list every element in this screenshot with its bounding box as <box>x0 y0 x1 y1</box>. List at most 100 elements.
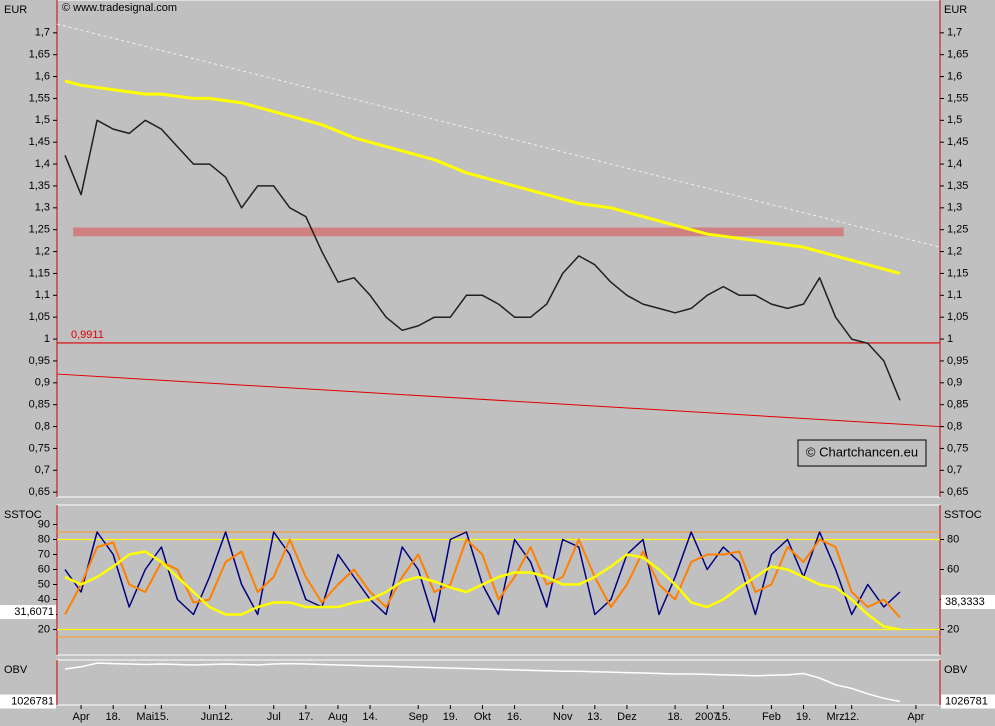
series-line <box>64 79 901 275</box>
y-tick-label: 40 <box>38 593 50 605</box>
series-line <box>64 550 901 631</box>
y-tick-label: 1,2 <box>947 245 962 257</box>
zone <box>73 227 844 237</box>
y-tick-label: 1,5 <box>947 114 962 126</box>
y2-tick-label: 20 <box>947 623 959 635</box>
y-tick-label: 1,55 <box>29 92 50 104</box>
x-tick-label: 12. <box>218 711 233 723</box>
y-tick-label: 1,05 <box>29 311 50 323</box>
y-tick-label: 1 <box>44 333 50 345</box>
y-axis-label: OBV <box>4 664 28 676</box>
label-box-text: © Chartchancen.eu <box>806 444 918 459</box>
y-tick-label: 1,7 <box>947 27 962 39</box>
x-tick-label: 14. <box>362 711 377 723</box>
x-tick-label: Sep <box>408 711 428 723</box>
x-tick-label: 15. <box>716 711 731 723</box>
y-tick-label: 0,7 <box>35 464 50 476</box>
y-tick-label: 1,15 <box>947 267 968 279</box>
x-tick-label: 18. <box>667 711 682 723</box>
x-tick-label: Mrz <box>826 711 844 723</box>
y-tick-label: 0,9 <box>947 377 962 389</box>
trendline <box>56 373 941 428</box>
level-label: 0,9911 <box>71 329 104 341</box>
y-tick-label: 1,55 <box>947 92 968 104</box>
x-tick-label: 15. <box>154 711 169 723</box>
value-marker <box>0 694 56 709</box>
y-tick-label: 0,9 <box>35 377 50 389</box>
x-tick-label: Apr <box>907 711 924 723</box>
y-tick-label: 1 <box>947 333 953 345</box>
panel <box>56 659 941 706</box>
x-tick-label: 19. <box>443 711 458 723</box>
value-marker <box>941 595 995 610</box>
x-tick-label: Feb <box>762 711 781 723</box>
x-tick-label: 19. <box>796 711 811 723</box>
y-tick-label: 0,8 <box>35 420 50 432</box>
y-tick-label: 80 <box>38 533 50 545</box>
y-tick-label: 0,75 <box>947 442 968 454</box>
y-axis-label: EUR <box>4 4 27 16</box>
y-tick-label: 0,75 <box>29 442 50 454</box>
y-tick-label: 50 <box>38 578 50 590</box>
value-marker <box>941 694 995 709</box>
x-tick-label: 18. <box>106 711 121 723</box>
x-tick-label: 17. <box>298 711 313 723</box>
x-tick-label: 16. <box>507 711 522 723</box>
y-axis-label: SSTOC <box>944 509 982 521</box>
x-tick-label: Jul <box>267 711 281 723</box>
y-tick-label: 1,1 <box>947 289 962 301</box>
x-tick-label: Jun <box>201 711 219 723</box>
y-tick-label: 1,25 <box>29 224 50 236</box>
y-axis-label: EUR <box>944 4 967 16</box>
y-tick-label: 0,65 <box>947 486 968 498</box>
y-tick-label: 0,85 <box>947 399 968 411</box>
y-tick-label: 1,65 <box>29 49 50 61</box>
series-line <box>64 119 901 401</box>
x-tick-label: Mai <box>136 711 154 723</box>
y-tick-label: 1,4 <box>35 158 50 170</box>
y-tick-label: 1,45 <box>947 136 968 148</box>
panel <box>56 0 941 498</box>
watermark: © www.tradesignal.com <box>62 2 177 14</box>
value-marker-label: 31,6071 <box>14 606 54 618</box>
y-tick-label: 0,95 <box>947 355 968 367</box>
y-tick-label: 1,3 <box>947 202 962 214</box>
value-marker <box>0 605 56 620</box>
y-tick-label: 0,95 <box>29 355 50 367</box>
y-tick-label: 20 <box>38 623 50 635</box>
x-tick-label: Dez <box>617 711 637 723</box>
x-tick-label: Aug <box>328 711 348 723</box>
y-tick-label: 0,7 <box>947 464 962 476</box>
y-tick-label: 1,6 <box>947 70 962 82</box>
y-tick-label: 1,05 <box>947 311 968 323</box>
y-tick-label: 90 <box>38 518 50 530</box>
y-axis-label: OBV <box>944 664 968 676</box>
x-tick-label: Apr <box>73 711 90 723</box>
x-tick-label: 2007 <box>695 711 719 723</box>
y-tick-label: 0,65 <box>29 486 50 498</box>
y-tick-label: 0,85 <box>29 399 50 411</box>
trendline <box>56 23 941 248</box>
value-marker-label: 38,3333 <box>945 596 985 608</box>
y-tick-label: 1,3 <box>35 202 50 214</box>
y2-tick-label: 80 <box>947 533 959 545</box>
x-tick-label: 13. <box>587 711 602 723</box>
y-tick-label: 1,4 <box>947 158 962 170</box>
y-axis-label: SSTOC <box>4 509 42 521</box>
y-tick-label: 1,25 <box>947 224 968 236</box>
label-box <box>797 439 927 467</box>
y-tick-label: 1,7 <box>35 27 50 39</box>
y-tick-label: 0,8 <box>947 420 962 432</box>
series-line <box>64 662 901 703</box>
y-tick-label: 1,35 <box>29 180 50 192</box>
x-tick-label: Nov <box>553 711 573 723</box>
y-tick-label: 60 <box>38 563 50 575</box>
y-tick-label: 1,65 <box>947 49 968 61</box>
y-tick-label: 1,15 <box>29 267 50 279</box>
y-tick-label: 1,6 <box>35 70 50 82</box>
value-marker-label: 1026781 <box>11 695 54 707</box>
y-tick-label: 70 <box>38 548 50 560</box>
value-marker-label: 1026781 <box>945 695 988 707</box>
x-tick-label: Okt <box>474 711 491 723</box>
